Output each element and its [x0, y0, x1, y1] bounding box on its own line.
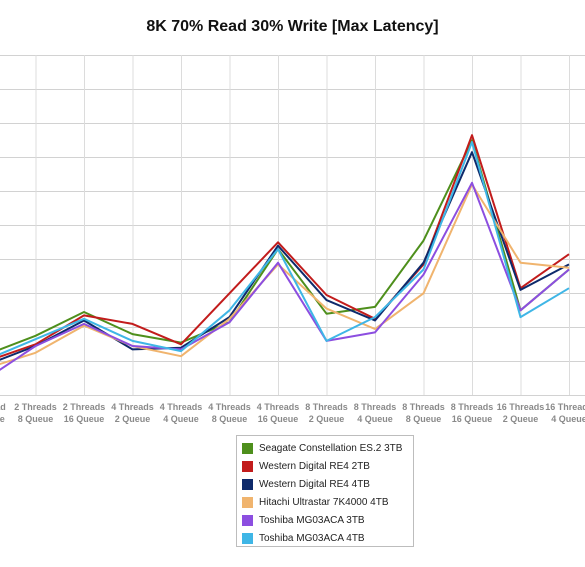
legend-swatch — [242, 496, 253, 508]
x-tick-label: 4 Threads 16 Queue — [257, 402, 300, 424]
legend-label: Toshiba MG03ACA 3TB — [259, 514, 365, 526]
legend-swatch — [242, 442, 253, 454]
chart-title: 8K 70% Read 30% Write [Max Latency] — [146, 18, 439, 35]
x-tick-label: 8 Threads 4 Queue — [354, 402, 397, 424]
legend-item: Toshiba MG03ACA 4TB — [242, 529, 413, 547]
legend-item: Western Digital RE4 2TB — [242, 457, 413, 475]
series-line-5 — [0, 181, 570, 371]
legend-item: Western Digital RE4 4TB — [242, 475, 413, 493]
series-line-6 — [0, 141, 570, 356]
legend-label: Hitachi Ultrastar 7K4000 4TB — [259, 496, 389, 508]
legend-swatch — [242, 460, 253, 472]
legend-swatch — [242, 514, 253, 526]
legend-label: Western Digital RE4 2TB — [259, 460, 370, 472]
x-tick-label: 8 Threads 2 Queue — [305, 402, 348, 424]
x-tick-label: 2 Threads 16 Queue — [63, 402, 106, 424]
x-tick-label: 16 Threads 2 Queue — [497, 402, 545, 424]
legend-item: Hitachi Ultrastar 7K4000 4TB — [242, 493, 413, 511]
x-tick-label: 8 Threads 16 Queue — [451, 402, 494, 424]
legend-swatch — [242, 478, 253, 490]
legend-label: Western Digital RE4 4TB — [259, 478, 370, 490]
legend-item: Seagate Constellation ES.2 3TB — [242, 439, 413, 457]
chart-legend: Seagate Constellation ES.2 3TB Western Di… — [236, 435, 414, 547]
x-tick-label: 8 Threads 8 Queue — [402, 402, 445, 424]
legend-item: Toshiba MG03ACA 3TB — [242, 511, 413, 529]
x-tick-label: 2 Threads 8 Queue — [14, 402, 57, 424]
series-line-2 — [0, 134, 570, 358]
series-line-3 — [0, 151, 570, 361]
legend-label: Seagate Constellation ES.2 3TB — [259, 442, 403, 454]
x-tick-label: 4 Threads 8 Queue — [208, 402, 251, 424]
legend-label: Toshiba MG03ACA 4TB — [259, 532, 365, 544]
legend-swatch — [242, 532, 253, 544]
x-tick-label: 1 Thread4 Queue — [0, 402, 6, 424]
x-tick-label: 4 Threads 4 Queue — [160, 402, 203, 424]
x-tick-label: 4 Threads 2 Queue — [111, 402, 154, 424]
